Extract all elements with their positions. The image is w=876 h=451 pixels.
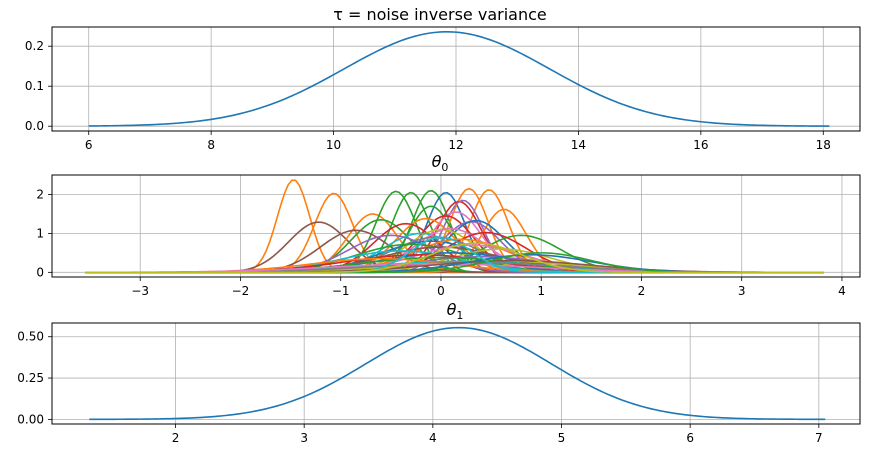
y-tick-label: 1	[36, 226, 44, 240]
x-tick-label: 10	[326, 138, 341, 152]
subplot-1-series	[88, 31, 830, 127]
x-tick-label: 0	[437, 284, 445, 298]
x-tick-label: 8	[207, 138, 215, 152]
subplot-tau: τ = noise inverse variance 6 8 10 12 14 16 18 0…	[25, 5, 861, 152]
x-tick-label: 3	[738, 284, 746, 298]
subplot-2-title-subscript: 0	[441, 161, 448, 174]
subplot-3-frame	[51, 322, 861, 425]
subplot-2-title-main: θ	[432, 152, 442, 171]
x-tick-label: 18	[816, 138, 831, 152]
x-tick-label: 6	[85, 138, 93, 152]
y-tick-label: 0	[36, 265, 44, 279]
series-line-0	[88, 31, 830, 127]
subplot-1-title: τ = noise inverse variance	[333, 5, 546, 24]
x-tick-label: 16	[693, 138, 708, 152]
subplot-3-title: θ1	[447, 300, 464, 322]
x-tick-label: 2	[638, 284, 646, 298]
y-tick-label: 0.25	[17, 371, 44, 385]
subplot-2-title: θ0	[432, 152, 449, 174]
x-tick-label: 5	[558, 431, 566, 445]
subplot-3-title-subscript: 1	[456, 309, 463, 322]
subplot-2-ticks: −3 −2 −1 0 1 2 3 4 0 1 2	[36, 187, 845, 298]
x-tick-label: 3	[300, 431, 308, 445]
x-tick-label: 7	[815, 431, 823, 445]
x-tick-label: 14	[571, 138, 586, 152]
series-line-0	[89, 326, 826, 421]
subplot-3-grid	[52, 323, 860, 424]
y-tick-label: 0.00	[17, 412, 44, 426]
subplot-3-series	[89, 326, 826, 421]
subplot-2-series	[85, 179, 824, 274]
x-tick-label: −1	[332, 284, 350, 298]
subplot-theta1: θ1 2 3 4 5 6 7 0.00 0.25 0.50	[17, 300, 861, 445]
series-line-49	[85, 242, 824, 274]
y-tick-label: 0.1	[25, 79, 44, 93]
y-tick-label: 0.0	[25, 119, 44, 133]
y-tick-label: 0.2	[25, 39, 44, 53]
x-tick-label: 1	[537, 284, 545, 298]
x-tick-label: −3	[131, 284, 149, 298]
subplot-3-title-main: θ	[447, 300, 457, 319]
y-tick-label: 2	[36, 187, 44, 201]
x-tick-label: −2	[232, 284, 250, 298]
subplot-1-grid	[52, 27, 860, 131]
subplot-3-ticks: 2 3 4 5 6 7 0.00 0.25 0.50	[17, 330, 822, 445]
x-tick-label: 12	[448, 138, 463, 152]
x-tick-label: 4	[429, 431, 437, 445]
x-tick-label: 4	[838, 284, 846, 298]
y-tick-label: 0.50	[17, 330, 44, 344]
subplot-2-frame	[51, 174, 861, 278]
x-tick-label: 6	[686, 431, 694, 445]
x-tick-label: 2	[172, 431, 180, 445]
subplot-1-ticks: 6 8 10 12 14 16 18 0.0 0.1 0.2	[25, 39, 831, 152]
